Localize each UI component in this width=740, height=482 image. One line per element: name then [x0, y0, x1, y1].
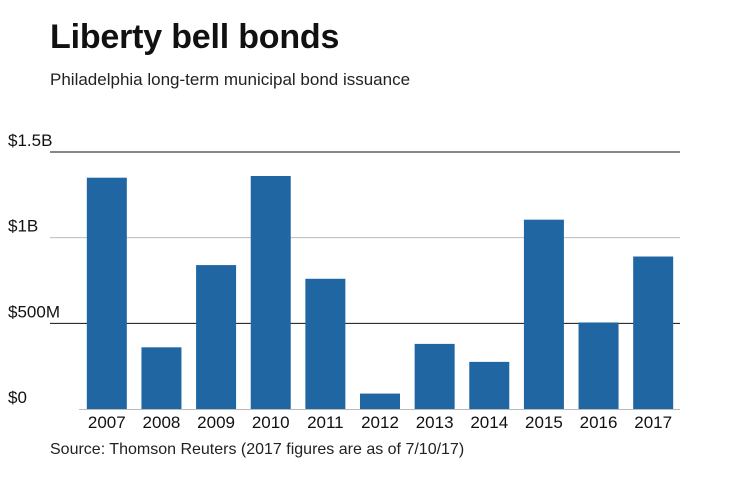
x-tick-label: 2016	[580, 413, 618, 432]
y-tick-label: $1.5B	[8, 131, 52, 150]
bar-2007	[86, 177, 127, 409]
x-tick-label: 2010	[252, 413, 290, 432]
x-tick-label: 2015	[525, 413, 563, 432]
bar-2013	[414, 343, 455, 409]
bar-2012	[360, 393, 400, 409]
bar-2008	[141, 347, 182, 409]
x-tick-label: 2009	[197, 413, 235, 432]
x-tick-label: 2012	[361, 413, 399, 432]
x-tick-label: 2014	[470, 413, 508, 432]
bar-2017	[633, 256, 674, 409]
bar-2009	[196, 265, 237, 409]
y-tick-label: $0	[8, 388, 27, 407]
x-tick-label: 2008	[143, 413, 181, 432]
source-note: Source: Thomson Reuters (2017 figures ar…	[50, 441, 465, 458]
bar-2010	[250, 175, 291, 409]
y-tick-label: $500M	[8, 302, 60, 321]
bar-2015	[523, 219, 564, 409]
y-tick-label: $1B	[8, 217, 38, 236]
x-tick-label: 2017	[634, 413, 672, 432]
bar-2016	[578, 322, 619, 409]
bar-2011	[305, 278, 346, 409]
x-tick-label: 2011	[307, 413, 344, 432]
bar-2014	[469, 361, 510, 409]
x-tick-label: 2007	[88, 413, 126, 432]
x-tick-label: 2013	[416, 413, 454, 432]
chart-title: Liberty bell bonds	[50, 18, 340, 56]
chart-subtitle: Philadelphia long-term municipal bond is…	[50, 70, 411, 89]
